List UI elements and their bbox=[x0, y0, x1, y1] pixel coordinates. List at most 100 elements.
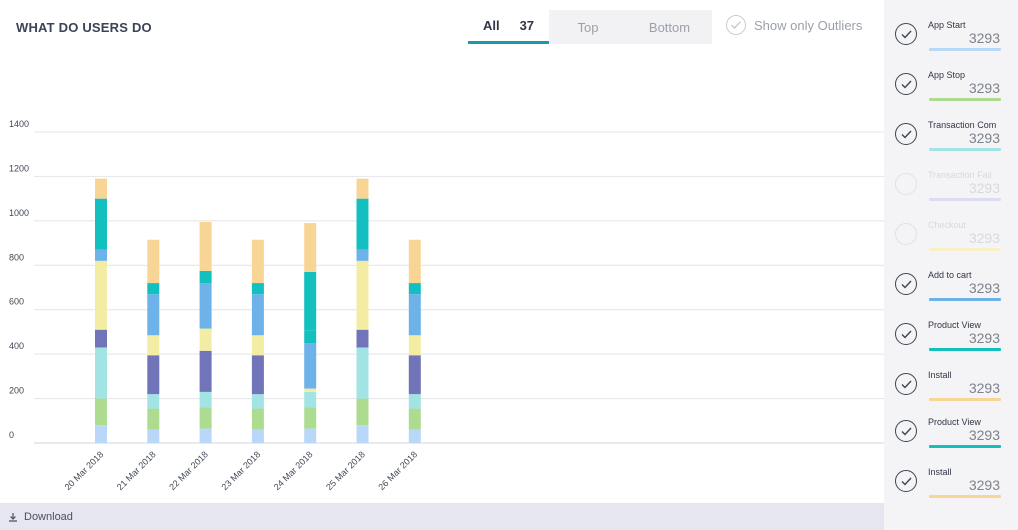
bar-segment[interactable] bbox=[356, 260, 369, 330]
download-label: Download bbox=[24, 510, 73, 523]
bar-segment[interactable] bbox=[304, 223, 317, 272]
download-button[interactable]: Download bbox=[0, 503, 884, 530]
y-tick-label: 800 bbox=[9, 252, 24, 262]
check-circle-icon[interactable] bbox=[895, 73, 917, 95]
bar-segment[interactable] bbox=[356, 329, 369, 348]
bar-segment[interactable] bbox=[199, 407, 212, 429]
y-tick-label: 1400 bbox=[9, 119, 29, 129]
bar-segment[interactable] bbox=[251, 355, 264, 395]
bar-segment[interactable] bbox=[304, 388, 317, 392]
legend-swatch bbox=[929, 298, 1001, 301]
legend-item[interactable]: Transaction Fail 3293 bbox=[884, 165, 1018, 215]
check-circle-icon[interactable] bbox=[895, 420, 917, 442]
bar-segment[interactable] bbox=[304, 271, 317, 331]
bar-segment[interactable] bbox=[408, 429, 421, 443]
legend-swatch bbox=[929, 248, 1001, 251]
bar-segment[interactable] bbox=[95, 178, 107, 199]
tab-all-count: 37 bbox=[519, 18, 535, 33]
legend-label: Checkout bbox=[928, 220, 967, 230]
legend-item[interactable]: Install 3293 bbox=[884, 462, 1018, 512]
bar-segment[interactable] bbox=[408, 335, 421, 356]
bar-segment[interactable] bbox=[199, 350, 212, 392]
bar-segment[interactable] bbox=[356, 425, 369, 443]
bar-segment[interactable] bbox=[147, 394, 160, 409]
bar-segment[interactable] bbox=[251, 283, 264, 295]
bar-segment[interactable] bbox=[147, 294, 160, 336]
check-circle-icon[interactable] bbox=[895, 470, 917, 492]
bar-segment[interactable] bbox=[251, 429, 264, 443]
check-circle-icon[interactable] bbox=[895, 323, 917, 345]
legend-label: Product View bbox=[928, 320, 981, 330]
legend-label: App Stop bbox=[928, 70, 966, 80]
legend-value: 3293 bbox=[968, 280, 1000, 296]
check-circle-icon[interactable] bbox=[895, 23, 917, 45]
bar-segment[interactable] bbox=[95, 260, 107, 330]
bar-segment[interactable] bbox=[147, 408, 160, 430]
legend-swatch bbox=[929, 445, 1001, 448]
legend-label: Add to cart bbox=[928, 270, 972, 280]
bar-segment[interactable] bbox=[304, 407, 317, 429]
bar-segment[interactable] bbox=[408, 239, 421, 284]
stacked-bar-chart: 0 200 400 600 800 1000 1200 1400 20 Mar 2018 21 M… bbox=[9, 119, 884, 492]
bar-segment[interactable] bbox=[147, 335, 160, 356]
bar-segment[interactable] bbox=[147, 355, 160, 395]
bar-segment[interactable] bbox=[199, 283, 212, 329]
bar-segment[interactable] bbox=[251, 408, 264, 430]
bar-segment[interactable] bbox=[95, 398, 107, 426]
legend-item[interactable]: Transaction Com 3293 bbox=[884, 115, 1018, 165]
bar-segment[interactable] bbox=[199, 428, 212, 443]
legend-item[interactable]: Add to cart 3293 bbox=[884, 265, 1018, 315]
bar-segment[interactable] bbox=[147, 283, 160, 295]
legend-item[interactable]: App Stop 3293 bbox=[884, 65, 1018, 115]
check-circle-icon[interactable] bbox=[895, 123, 917, 145]
legend-value: 3293 bbox=[968, 180, 1000, 196]
check-circle-icon[interactable] bbox=[895, 273, 917, 295]
legend-item[interactable]: Install 3293 bbox=[884, 365, 1018, 415]
bar-segment[interactable] bbox=[95, 329, 107, 348]
bar-segment[interactable] bbox=[356, 347, 369, 399]
tab-top[interactable]: Top bbox=[577, 19, 599, 35]
bar-segment[interactable] bbox=[304, 343, 317, 389]
bar-segment[interactable] bbox=[251, 335, 264, 356]
bar-segment[interactable] bbox=[95, 347, 107, 399]
bar-segment[interactable] bbox=[199, 391, 212, 408]
bar-segment[interactable] bbox=[199, 270, 212, 284]
outliers-toggle[interactable]: Show only Outliers bbox=[726, 15, 862, 35]
legend-item[interactable]: Product View 3293 bbox=[884, 315, 1018, 365]
bar-segment[interactable] bbox=[251, 294, 264, 336]
bar-segment[interactable] bbox=[408, 283, 421, 295]
bar-segment[interactable] bbox=[356, 249, 369, 261]
bar-segment[interactable] bbox=[408, 294, 421, 336]
check-circle-icon[interactable] bbox=[895, 223, 917, 245]
bar-segment[interactable] bbox=[95, 425, 107, 443]
bar-segment[interactable] bbox=[408, 394, 421, 409]
tab-all[interactable]: All 37 bbox=[468, 10, 549, 44]
bar-segment[interactable] bbox=[408, 408, 421, 430]
bar-segment[interactable] bbox=[199, 221, 212, 271]
bar-segment[interactable] bbox=[95, 198, 107, 250]
legend-item[interactable]: Checkout 3293 bbox=[884, 215, 1018, 265]
y-tick-label: 0 bbox=[9, 430, 14, 440]
legend-value: 3293 bbox=[968, 330, 1000, 346]
bar-segment[interactable] bbox=[408, 355, 421, 395]
bar-segment[interactable] bbox=[147, 429, 160, 443]
bar-segment[interactable] bbox=[356, 198, 369, 250]
bar-segment[interactable] bbox=[251, 394, 264, 409]
bar-segment[interactable] bbox=[304, 428, 317, 443]
bar-segment[interactable] bbox=[199, 328, 212, 351]
bar-segment[interactable] bbox=[304, 330, 317, 344]
bar-segment[interactable] bbox=[356, 178, 369, 199]
bar-segment[interactable] bbox=[147, 239, 160, 284]
bar-segment[interactable] bbox=[251, 239, 264, 284]
check-circle-icon[interactable] bbox=[895, 173, 917, 195]
tab-bottom[interactable]: Bottom bbox=[648, 19, 691, 35]
x-tick-label: 22 Mar 2018 bbox=[167, 449, 210, 492]
bar-segment[interactable] bbox=[304, 391, 317, 408]
tab-all-label: All bbox=[482, 18, 500, 33]
bar-segment[interactable] bbox=[95, 249, 107, 261]
check-circle-icon[interactable] bbox=[895, 373, 917, 395]
y-tick-label: 600 bbox=[9, 297, 24, 307]
legend-item[interactable]: App Start 3293 bbox=[884, 15, 1018, 65]
bar-segment[interactable] bbox=[356, 398, 369, 426]
legend-item[interactable]: Product View 3293 bbox=[884, 412, 1018, 462]
